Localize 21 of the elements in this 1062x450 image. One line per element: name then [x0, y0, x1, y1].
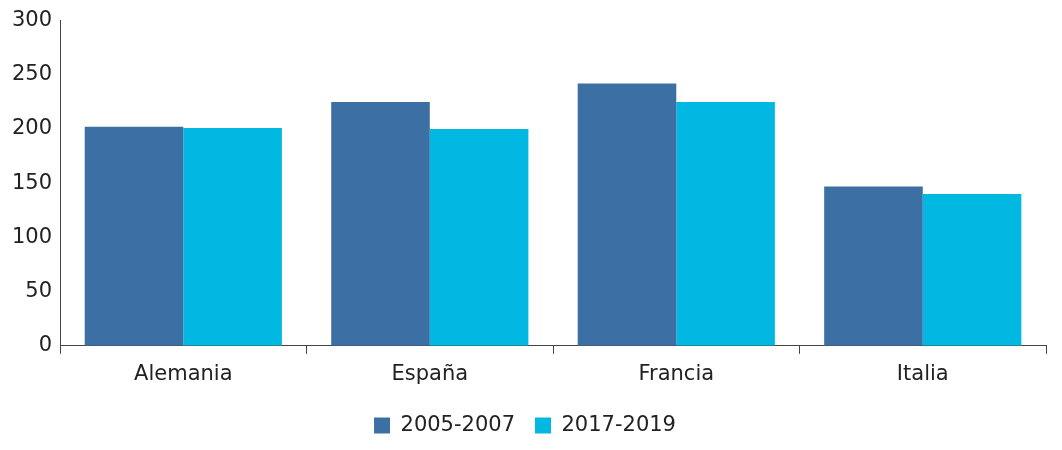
x-tick-label: Francia	[638, 360, 715, 385]
bar	[577, 83, 677, 346]
y-tick-label: 200	[11, 115, 53, 140]
y-tick-label: 250	[11, 61, 53, 86]
legend-label: 2005-2007	[400, 411, 515, 436]
x-tick-label: España	[391, 360, 469, 385]
bar	[183, 127, 282, 346]
y-tick-label: 0	[38, 332, 53, 357]
bar	[676, 101, 775, 346]
bar	[429, 129, 529, 346]
bar	[922, 194, 1022, 346]
y-tick-label: 150	[11, 169, 53, 194]
x-tick-label: Italia	[896, 360, 949, 385]
y-tick-label: 50	[25, 278, 53, 303]
bar	[331, 101, 430, 346]
bar	[84, 126, 184, 346]
y-tick-label: 100	[11, 223, 53, 248]
bar	[824, 186, 923, 346]
x-tick-label: Alemania	[134, 360, 233, 385]
y-tick-label: 300	[11, 7, 53, 32]
legend-label: 2017-2019	[561, 411, 676, 436]
